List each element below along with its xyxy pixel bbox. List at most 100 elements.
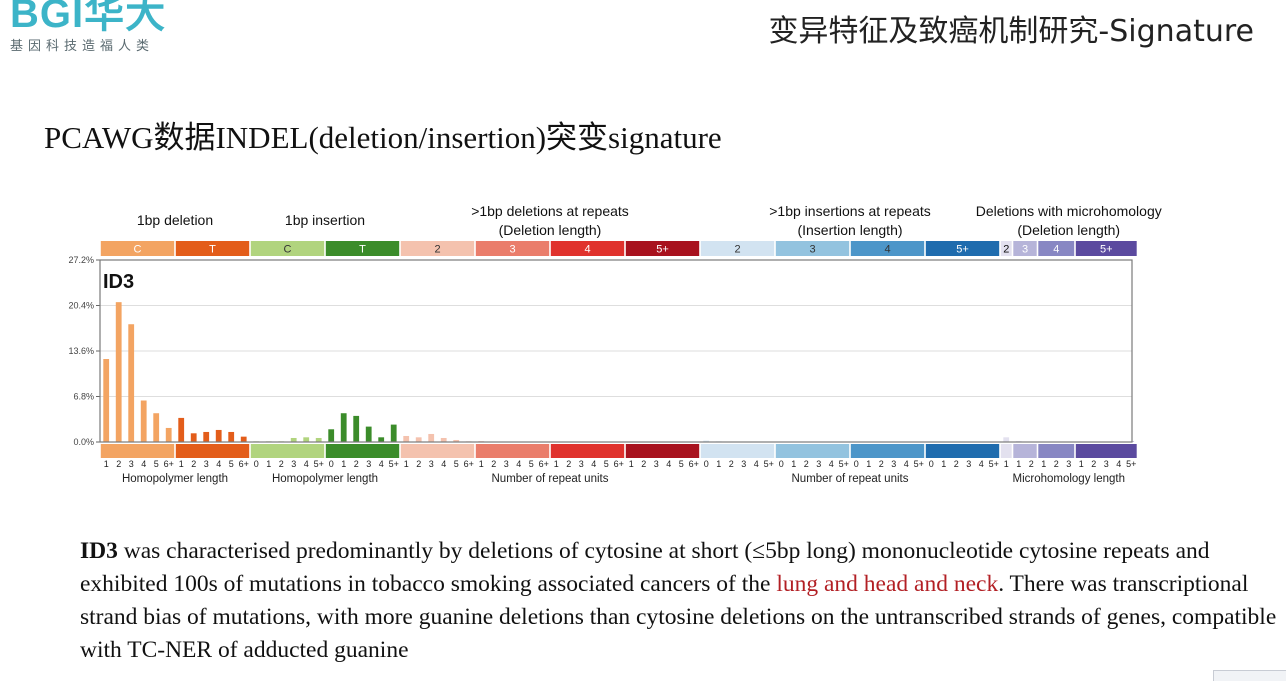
x-tick-label: 0 <box>329 459 334 469</box>
system-tray <box>1213 670 1286 681</box>
category-strip <box>1013 444 1037 458</box>
category-strip <box>1000 444 1012 458</box>
x-tick-label: 3 <box>291 459 296 469</box>
x-tick-label: 0 <box>929 459 934 469</box>
category-header-label: T <box>209 244 216 256</box>
category-header-label: 4 <box>884 244 890 256</box>
category-header-label: 3 <box>1022 244 1028 256</box>
x-tick-label: 2 <box>416 459 421 469</box>
x-tick-label: 6+ <box>614 459 624 469</box>
x-tick-label: 5+ <box>989 459 999 469</box>
category-header-bar <box>925 241 1000 256</box>
x-tick-label: 1 <box>1016 459 1021 469</box>
category-strip <box>100 444 175 458</box>
data-bar <box>328 429 335 442</box>
x-tick-label: 5+ <box>389 459 399 469</box>
category-header-label: 5+ <box>1100 244 1113 256</box>
x-tick-label: 2 <box>804 459 809 469</box>
signature-description: ID3 was characterised predominantly by d… <box>80 535 1280 667</box>
x-tick-label: 4 <box>379 459 384 469</box>
x-tick-label: 4 <box>904 459 909 469</box>
category-strip <box>550 444 625 458</box>
x-tick-label: 5 <box>529 459 534 469</box>
category-header-bar <box>1013 241 1037 256</box>
x-tick-label: 6+ <box>689 459 699 469</box>
x-tick-label: 3 <box>816 459 821 469</box>
group-title: (Deletion length) <box>1017 222 1120 238</box>
category-header-label: C <box>284 244 292 256</box>
data-bar <box>403 435 410 442</box>
x-tick-label: 3 <box>1066 459 1071 469</box>
x-tick-label: 2 <box>566 459 571 469</box>
data-bar <box>153 413 160 442</box>
data-bar <box>140 400 147 442</box>
group-title: (Deletion length) <box>499 222 602 238</box>
category-header-bar <box>550 241 625 256</box>
category-strip <box>775 444 850 458</box>
x-tick-label: 3 <box>429 459 434 469</box>
category-header-label: 5+ <box>956 244 969 256</box>
x-tick-label: 1 <box>554 459 559 469</box>
data-bar <box>440 437 447 442</box>
category-strip <box>850 444 925 458</box>
category-header-label: 3 <box>809 244 815 256</box>
x-tick-label: 4 <box>1116 459 1121 469</box>
data-bar <box>178 417 185 442</box>
x-tick-label: 2 <box>1091 459 1096 469</box>
group-title: (Insertion length) <box>797 222 902 238</box>
category-header-label: 5+ <box>656 244 669 256</box>
category-header-bar <box>175 241 250 256</box>
x-tick-label: 1 <box>791 459 796 469</box>
x-tick-label: 4 <box>754 459 759 469</box>
x-tick-label: 2 <box>954 459 959 469</box>
x-tick-label: 2 <box>641 459 646 469</box>
x-tick-label: 4 <box>304 459 309 469</box>
x-tick-label: 1 <box>1041 459 1046 469</box>
x-tick-label: 3 <box>654 459 659 469</box>
x-tick-label: 1 <box>716 459 721 469</box>
x-tick-label: 5 <box>154 459 159 469</box>
group-title: >1bp insertions at repeats <box>769 203 931 219</box>
category-header-bar <box>250 241 325 256</box>
bgi-logo: BGI华大 基因科技造福人类 <box>10 0 166 54</box>
x-tick-label: 3 <box>1104 459 1109 469</box>
data-bar <box>390 424 397 442</box>
category-header-bar <box>475 241 550 256</box>
x-tick-label: 4 <box>979 459 984 469</box>
data-bar <box>315 437 322 442</box>
data-bar <box>128 324 135 442</box>
x-tick-label: 1 <box>179 459 184 469</box>
x-tick-label: 3 <box>579 459 584 469</box>
x-tick-label: 2 <box>729 459 734 469</box>
logo-brand: BGI华大 <box>10 0 167 36</box>
x-tick-label: 5+ <box>764 459 774 469</box>
description-signature-id: ID3 <box>80 538 118 564</box>
x-tick-label: 2 <box>279 459 284 469</box>
data-bar <box>115 302 122 442</box>
group-title: >1bp deletions at repeats <box>471 203 629 219</box>
x-tick-label: 4 <box>516 459 521 469</box>
x-tick-label: 0 <box>779 459 784 469</box>
x-tick-label: 1 <box>1004 459 1009 469</box>
category-strip <box>625 444 700 458</box>
x-tick-label: 3 <box>129 459 134 469</box>
x-tick-label: 4 <box>829 459 834 469</box>
category-strip <box>400 444 475 458</box>
logo-tagline: 基因科技造福人类 <box>10 39 155 54</box>
category-header-bar <box>625 241 700 256</box>
category-header-label: 2 <box>734 244 740 256</box>
category-strip <box>175 444 250 458</box>
indel-signature-chart: 27.2% 20.4% 13.6% 6.8% 0.0% 1bp deletion 1bp i… <box>68 203 1161 485</box>
category-header-label: 2 <box>1003 244 1009 256</box>
x-tick-label: 6+ <box>539 459 549 469</box>
data-bar <box>103 359 110 442</box>
category-header-label: T <box>359 244 366 256</box>
x-tick-label: 4 <box>141 459 146 469</box>
category-header-bar <box>325 241 400 256</box>
data-bar <box>378 437 385 442</box>
category-header-bar <box>1075 241 1137 256</box>
x-tick-label: 1 <box>479 459 484 469</box>
category-strip <box>1075 444 1137 458</box>
category-header-bar <box>400 241 475 256</box>
x-tick-label: 1 <box>341 459 346 469</box>
